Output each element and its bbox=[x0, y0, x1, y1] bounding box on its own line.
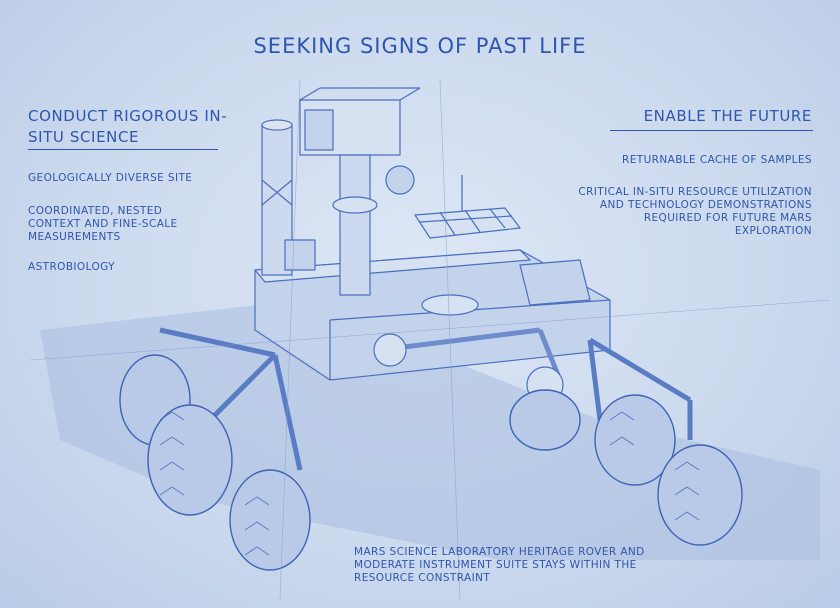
page-title: SEEKING SIGNS OF PAST LIFE bbox=[253, 34, 587, 58]
left-heading: CONDUCT RIGOROUS IN-SITU SCIENCE bbox=[28, 107, 228, 146]
left-heading-underline bbox=[28, 149, 218, 150]
right-heading: ENABLE THE FUTURE bbox=[643, 107, 812, 125]
rover-deck-instruments bbox=[284, 175, 521, 316]
wheel bbox=[657, 444, 743, 546]
left-item: GEOLOGICALLY DIVERSE SITE bbox=[28, 172, 193, 184]
rover-robotic-arm bbox=[373, 259, 591, 404]
rover-wheels bbox=[119, 354, 743, 571]
wheel bbox=[509, 389, 581, 451]
bottom-note: MARS SCIENCE LABORATORY HERITAGE ROVER A… bbox=[354, 546, 645, 584]
left-item: ASTROBIOLOGY bbox=[28, 261, 115, 273]
right-item: RETURNABLE CACHE OF SAMPLES bbox=[622, 154, 812, 166]
wheel bbox=[229, 469, 311, 571]
rover-suspension bbox=[159, 327, 693, 471]
right-item: CRITICAL IN-SITU RESOURCE UTILIZATION AN… bbox=[578, 186, 812, 237]
wheel bbox=[147, 404, 233, 516]
left-item: COORDINATED, NESTED CONTEXT AND FINE-SCA… bbox=[28, 205, 178, 243]
wheel bbox=[594, 394, 676, 486]
right-heading-underline bbox=[610, 130, 813, 131]
